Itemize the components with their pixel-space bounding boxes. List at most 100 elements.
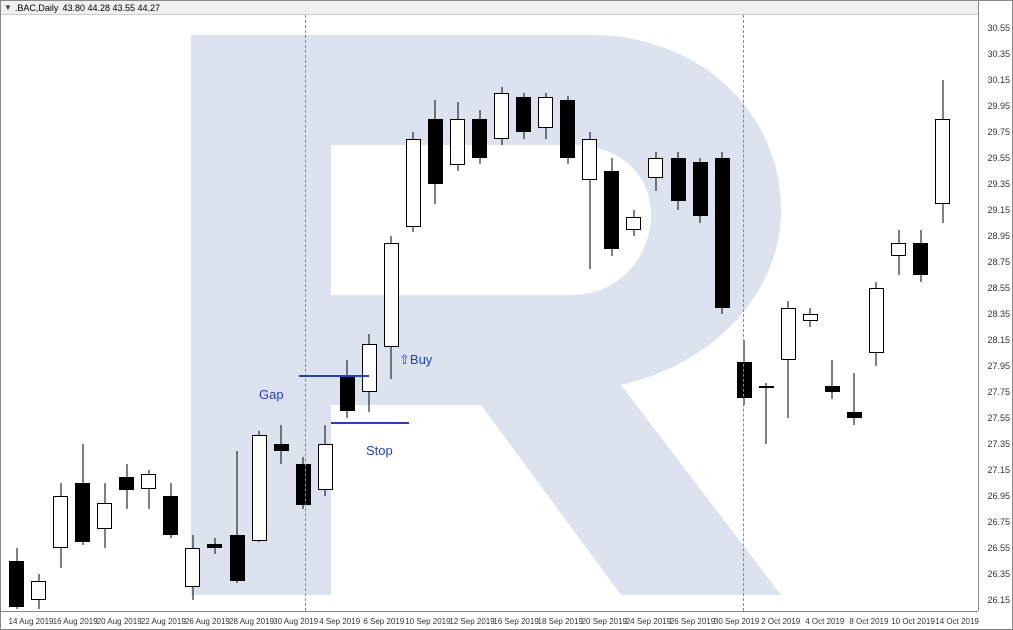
- candle: [340, 15, 355, 613]
- candle: [296, 15, 311, 613]
- y-tick-label: 26.15: [987, 595, 1010, 605]
- x-tick-label: 16 Sep 2019: [493, 617, 538, 626]
- x-tick-label: 4 Sep 2019: [319, 617, 360, 626]
- candle: [891, 15, 906, 613]
- y-tick-label: 27.75: [987, 387, 1010, 397]
- candle: [97, 15, 112, 613]
- period-separator: [305, 15, 306, 611]
- x-tick-label: 20 Aug 2019: [97, 617, 142, 626]
- candle: [163, 15, 178, 613]
- candle: [230, 15, 245, 613]
- x-tick-label: 14 Oct 2019: [935, 617, 979, 626]
- candle: [384, 15, 399, 613]
- annotation-label: Gap: [259, 387, 284, 402]
- candle: [648, 15, 663, 613]
- y-tick-label: 26.95: [987, 491, 1010, 501]
- annotation-line: [331, 422, 409, 424]
- candle: [252, 15, 267, 613]
- y-tick-label: 27.15: [987, 465, 1010, 475]
- x-tick-label: 6 Sep 2019: [363, 617, 404, 626]
- x-tick-label: 24 Sep 2019: [626, 617, 671, 626]
- y-tick-label: 29.55: [987, 153, 1010, 163]
- x-tick-label: 22 Aug 2019: [141, 617, 186, 626]
- candle: [185, 15, 200, 613]
- x-tick-label: 2 Oct 2019: [761, 617, 800, 626]
- candle: [693, 15, 708, 613]
- x-tick-label: 30 Aug 2019: [273, 617, 318, 626]
- y-tick-label: 30.15: [987, 75, 1010, 85]
- candle: [494, 15, 509, 613]
- x-tick-label: 4 Oct 2019: [805, 617, 844, 626]
- y-tick-label: 27.95: [987, 361, 1010, 371]
- candle: [274, 15, 289, 613]
- y-tick-label: 28.95: [987, 231, 1010, 241]
- x-tick-label: 30 Sep 2019: [714, 617, 759, 626]
- candle: [119, 15, 134, 613]
- y-tick-label: 27.55: [987, 413, 1010, 423]
- candle: [803, 15, 818, 613]
- y-tick-label: 29.35: [987, 179, 1010, 189]
- y-tick-label: 28.55: [987, 283, 1010, 293]
- annotation-label: Stop: [366, 443, 393, 458]
- candle: [759, 15, 774, 613]
- y-tick-label: 29.75: [987, 127, 1010, 137]
- x-tick-label: 18 Sep 2019: [538, 617, 583, 626]
- candle: [207, 15, 222, 613]
- x-tick-label: 10 Oct 2019: [891, 617, 935, 626]
- y-tick-label: 27.35: [987, 439, 1010, 449]
- candle: [9, 15, 24, 613]
- period-separator: [743, 15, 744, 611]
- candle: [626, 15, 641, 613]
- dropdown-icon[interactable]: ▼: [4, 3, 12, 12]
- x-tick-label: 10 Sep 2019: [405, 617, 450, 626]
- candle: [913, 15, 928, 613]
- candle: [516, 15, 531, 613]
- ohlc-label: 43.80 44.28 43.55 44.27: [62, 3, 160, 13]
- candle: [582, 15, 597, 613]
- candle: [406, 15, 421, 613]
- y-tick-label: 30.55: [987, 23, 1010, 33]
- candle: [362, 15, 377, 613]
- candle: [604, 15, 619, 613]
- candle: [318, 15, 333, 613]
- candle: [737, 15, 752, 613]
- candle: [847, 15, 862, 613]
- y-tick-label: 29.15: [987, 205, 1010, 215]
- candle: [31, 15, 46, 613]
- x-axis: 14 Aug 201916 Aug 201920 Aug 201922 Aug …: [1, 611, 978, 629]
- y-tick-label: 28.75: [987, 257, 1010, 267]
- candle: [538, 15, 553, 613]
- x-tick-label: 26 Aug 2019: [185, 617, 230, 626]
- candle: [560, 15, 575, 613]
- candle: [141, 15, 156, 613]
- y-tick-label: 28.35: [987, 309, 1010, 319]
- x-tick-label: 28 Aug 2019: [229, 617, 274, 626]
- candle: [450, 15, 465, 613]
- annotation-line: [299, 375, 369, 377]
- y-tick-label: 26.55: [987, 543, 1010, 553]
- symbol-label: .BAC,Daily: [15, 3, 59, 13]
- candle: [75, 15, 90, 613]
- candle: [53, 15, 68, 613]
- plot-area[interactable]: Gap⇧BuyStop: [1, 15, 978, 611]
- candlestick-chart: ▼ .BAC,Daily 43.80 44.28 43.55 44.27 30.…: [0, 0, 1013, 630]
- candle: [428, 15, 443, 613]
- y-axis: 30.55 30.35 30.15 29.95 29.75 29.55 29.35 29.15…: [978, 1, 1012, 611]
- candle: [671, 15, 686, 613]
- candle: [935, 15, 950, 613]
- candle: [869, 15, 884, 613]
- candle: [825, 15, 840, 613]
- x-tick-label: 16 Aug 2019: [53, 617, 98, 626]
- x-tick-label: 12 Sep 2019: [449, 617, 494, 626]
- y-tick-label: 29.95: [987, 101, 1010, 111]
- x-tick-label: 26 Sep 2019: [670, 617, 715, 626]
- x-tick-label: 20 Sep 2019: [582, 617, 627, 626]
- x-tick-label: 14 Aug 2019: [9, 617, 54, 626]
- x-tick-label: 8 Oct 2019: [849, 617, 888, 626]
- y-tick-label: 30.35: [987, 49, 1010, 59]
- candle: [715, 15, 730, 613]
- y-tick-label: 26.35: [987, 569, 1010, 579]
- candle: [781, 15, 796, 613]
- y-tick-label: 26.75: [987, 517, 1010, 527]
- y-tick-label: 28.15: [987, 335, 1010, 345]
